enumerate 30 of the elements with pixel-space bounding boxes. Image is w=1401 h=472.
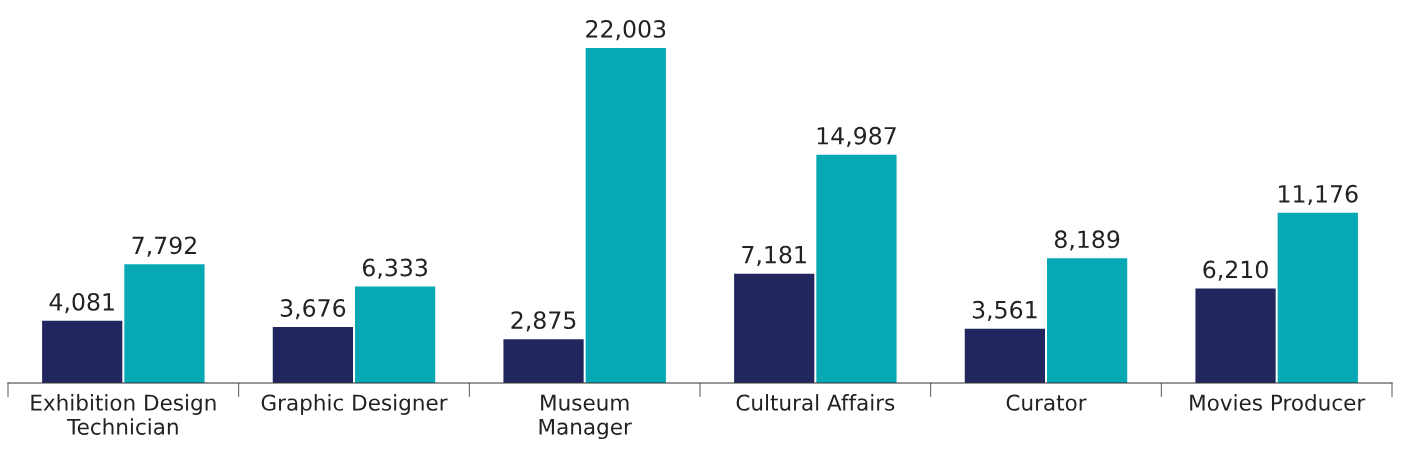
data-label: 3,676 bbox=[280, 299, 346, 320]
x-tick-label: Cultural Affairs bbox=[736, 394, 895, 411]
data-label: 7,181 bbox=[742, 245, 806, 266]
data-label: 4,081 bbox=[49, 292, 114, 314]
x-tick-label: Museum Manager bbox=[539, 394, 632, 440]
bar bbox=[503, 339, 584, 383]
bar bbox=[1277, 212, 1358, 383]
data-label: 8,189 bbox=[1054, 230, 1120, 251]
data-label: 22,003 bbox=[586, 20, 666, 41]
bar bbox=[1195, 288, 1276, 383]
x-tick-label: Movies Producer bbox=[1190, 394, 1366, 411]
bar bbox=[734, 273, 815, 383]
bar bbox=[1047, 258, 1128, 383]
data-label: 6,210 bbox=[1203, 260, 1268, 281]
data-label: 7,792 bbox=[132, 236, 196, 257]
bar bbox=[124, 264, 205, 383]
x-tick-label: Exhibition Design Technician bbox=[31, 394, 216, 435]
data-label: 14,987 bbox=[817, 126, 896, 148]
data-label: 2,875 bbox=[511, 311, 576, 332]
bar bbox=[272, 327, 353, 383]
data-label: 3,561 bbox=[972, 300, 1037, 322]
bar bbox=[964, 328, 1045, 383]
bar bbox=[585, 48, 666, 383]
x-tick-label: Graphic Designer bbox=[261, 394, 448, 415]
bar bbox=[42, 320, 123, 383]
x-tick-label: Curator bbox=[1006, 394, 1087, 411]
bar bbox=[355, 286, 436, 383]
data-label: 11,176 bbox=[1279, 184, 1358, 206]
bar bbox=[816, 154, 897, 383]
data-label: 6,333 bbox=[362, 258, 428, 279]
